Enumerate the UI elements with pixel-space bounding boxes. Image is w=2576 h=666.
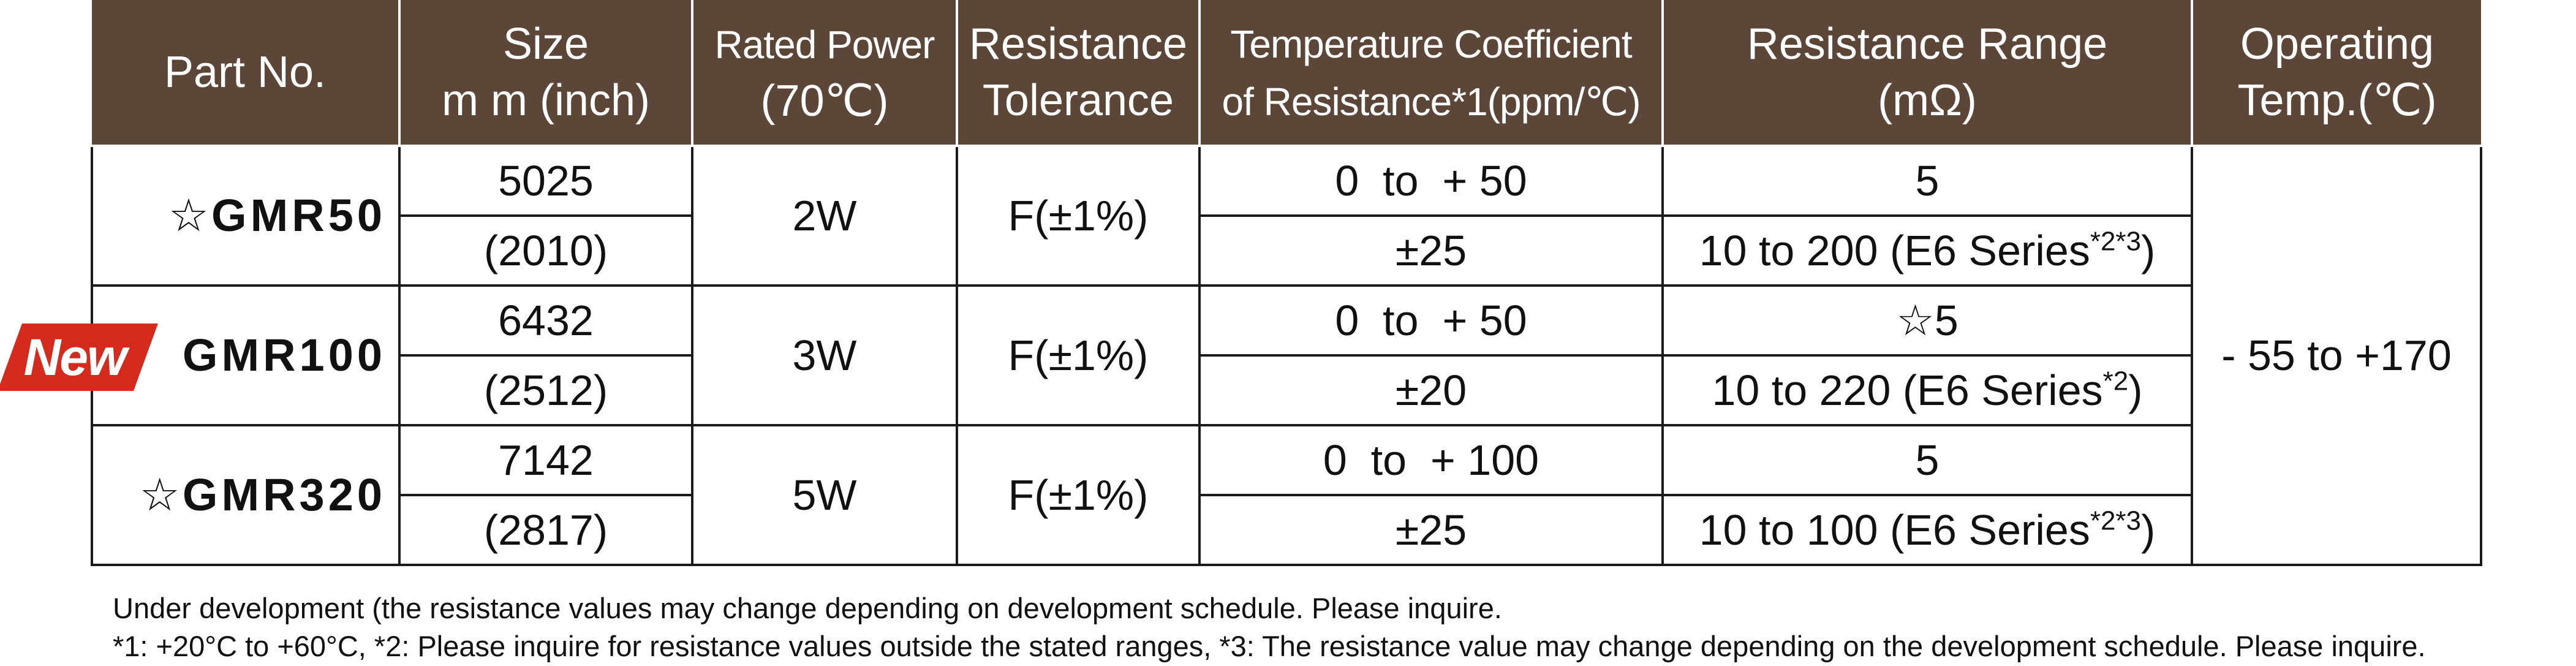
table-row: (2817) ±25 10 to 100 (E6 Series*2*3): [92, 494, 2481, 566]
spec-table: Part No. Size m m (inch) Rated Power (70℃)…: [91, 0, 2482, 566]
table-row: (2512) ±20 10 to 220 (E6 Series*2): [92, 354, 2481, 426]
footnote-development: Under development (the resistance values…: [113, 592, 1502, 624]
tcr-cell: ±25: [1198, 494, 1664, 566]
resistance-range-cell: 10 to 100 (E6 Series*2*3): [1661, 494, 2193, 566]
table-row: (2010) ±25 10 to 200 (E6 Series*2*3): [92, 214, 2481, 287]
tolerance-cell: F(±1%): [956, 145, 1201, 287]
rated-power-cell: 2W: [691, 145, 958, 287]
size-inch-cell: (2010): [398, 214, 693, 287]
rated-power-cell: 3W: [691, 284, 958, 426]
star-icon: ☆: [168, 190, 210, 241]
tolerance-cell: F(±1%): [956, 284, 1201, 426]
operating-temp-cell: - 55 to +170: [2191, 145, 2482, 566]
new-badge: New: [0, 324, 158, 391]
size-mm-cell: 6432: [398, 284, 693, 357]
size-inch-cell: (2512): [398, 354, 693, 426]
header-operating-temp: Operating Temp.(℃): [2191, 0, 2481, 147]
footnotes: Under development (the resistance values…: [113, 589, 2426, 665]
header-tcr: Temperature Coefficient of Resistance*1(p…: [1198, 0, 1664, 147]
resistance-range-cell: 5: [1661, 424, 2193, 496]
resistance-range-cell: ☆5: [1661, 284, 2193, 357]
part-number-cell: ☆GMR50: [91, 145, 401, 287]
table-row: GMR100 6432 3W F(±1%) 0 to + 50 ☆5: [91, 284, 2481, 426]
tolerance-cell: F(±1%): [956, 424, 1201, 566]
resistance-range-cell: 10 to 200 (E6 Series*2*3): [1661, 214, 2193, 287]
header-rated-power: Rated Power (70℃): [691, 0, 958, 147]
footnote-definitions: *1: +20°C to +60°C, *2: Please inquire f…: [113, 630, 2426, 662]
resistance-range-cell: 5: [1661, 145, 2193, 217]
new-badge-shape: [0, 324, 158, 391]
size-inch-cell: (2817): [398, 494, 693, 566]
new-badge-label: New: [24, 328, 130, 386]
tcr-cell: ±25: [1198, 214, 1664, 287]
tcr-cell: 0 to + 100: [1198, 424, 1664, 496]
tcr-cell: 0 to + 50: [1198, 284, 1664, 357]
header-tolerance: Resistance Tolerance: [956, 0, 1201, 147]
size-mm-cell: 5025: [398, 145, 693, 217]
header-part-no: Part No.: [92, 0, 401, 147]
table-row: ☆GMR50 5025 2W F(±1%) 0 to + 50 5 - 55 t…: [91, 145, 2482, 566]
resistance-range-cell: 10 to 220 (E6 Series*2): [1661, 354, 2193, 426]
tcr-cell: 0 to + 50: [1198, 145, 1664, 217]
table-row: ☆GMR320 7142 5W F(±1%) 0 to + 100 5: [91, 424, 2481, 566]
star-icon: ☆: [139, 469, 180, 520]
part-number-cell: ☆GMR320: [91, 424, 401, 566]
header-row: Part No. Size m m (inch) Rated Power (70℃)…: [92, 0, 2481, 147]
rated-power-cell: 5W: [691, 424, 958, 566]
size-mm-cell: 7142: [398, 424, 693, 496]
tcr-cell: ±20: [1198, 354, 1664, 426]
header-size: Size m m (inch): [398, 0, 693, 147]
header-resistance-range: Resistance Range (mΩ): [1661, 0, 2193, 147]
